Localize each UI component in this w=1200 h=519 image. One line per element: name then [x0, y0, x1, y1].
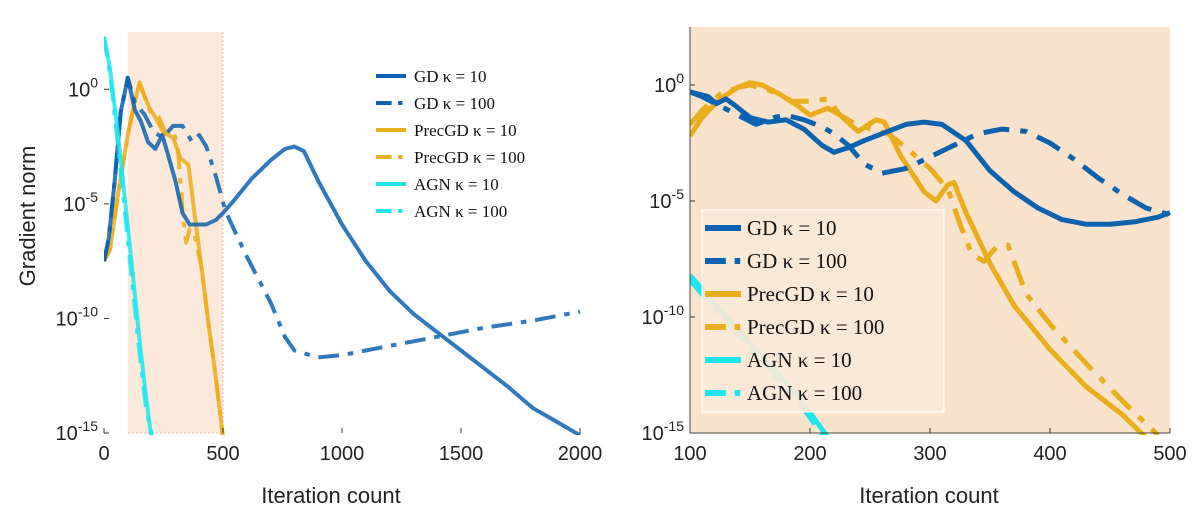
x-tick-label: 500 [1153, 443, 1186, 465]
series-line-precgd-100 [690, 82, 1160, 435]
y-tick-label: 10-5 [63, 189, 98, 216]
x-tick-label: 400 [1033, 443, 1066, 465]
x-tick-label: 0 [98, 443, 109, 465]
legend-label: PrecGD κ = 10 [747, 282, 874, 306]
y-tick-label: 10-10 [56, 303, 99, 330]
legend-label: AGN κ = 100 [747, 381, 862, 405]
y-tick-label: 10-15 [56, 418, 99, 445]
legend-box [701, 209, 945, 413]
right-panel: GD κ = 10 GD κ = 100 PrecGD κ = 10 PrecGD κ… [642, 27, 1187, 508]
y-tick-label: 10-5 [649, 186, 684, 213]
right-series-group [690, 80, 1171, 435]
left-ticks: 0 500 1000 1500 2000 100 10-5 10-10 10-15 [56, 74, 603, 465]
left-y-axis-label: Gradient norm [15, 146, 40, 287]
series-line-precgd-100 [104, 82, 225, 435]
y-tick-label: 10-15 [642, 418, 685, 445]
series-line-gd-10 [690, 89, 1171, 227]
series-line-gd-100 [104, 75, 581, 360]
series-line-agn-100 [104, 36, 154, 435]
y-tick-label: 100 [68, 74, 98, 101]
series-line-agn-100 [690, 278, 826, 435]
x-tick-label: 500 [206, 443, 239, 465]
x-tick-label: 300 [913, 443, 946, 465]
legend-label: AGN κ = 10 [747, 348, 852, 372]
y-tick-label: 10-10 [642, 302, 685, 329]
legend-label: PrecGD κ = 10 [414, 121, 517, 140]
legend-label: GD κ = 10 [414, 67, 486, 86]
legend-label: PrecGD κ = 100 [414, 148, 525, 167]
legend-label: AGN κ = 100 [414, 202, 507, 221]
legend-label: GD κ = 100 [414, 94, 495, 113]
legend-label: GD κ = 100 [747, 249, 847, 273]
x-tick-label: 100 [673, 443, 706, 465]
legend-label: AGN κ = 10 [414, 175, 499, 194]
y-tick-label: 100 [654, 70, 684, 97]
x-tick-label: 2000 [558, 443, 603, 465]
x-tick-label: 1000 [320, 443, 365, 465]
left-series-group [104, 32, 582, 435]
right-legend: GD κ = 10 GD κ = 100 PrecGD κ = 10 PrecGD κ… [701, 209, 945, 413]
series-line-gd-10 [104, 75, 582, 435]
left-x-axis-label: Iteration count [261, 483, 400, 508]
right-ticks: 100 200 300 400 500 100 10-5 10-10 10-15 [642, 27, 1187, 465]
series-line-gd-100 [690, 89, 1171, 218]
legend-label: PrecGD κ = 100 [747, 315, 884, 339]
left-legend: GD κ = 10 GD κ = 100 PrecGD κ = 10 PrecGD κ… [376, 67, 525, 221]
x-tick-label: 200 [793, 443, 826, 465]
x-tick-label: 1500 [439, 443, 484, 465]
left-panel: 0 500 1000 1500 2000 100 10-5 10-10 10-15 Iterat… [15, 32, 602, 508]
right-x-axis-label: Iteration count [859, 483, 998, 508]
legend-label: GD κ = 10 [747, 216, 837, 240]
